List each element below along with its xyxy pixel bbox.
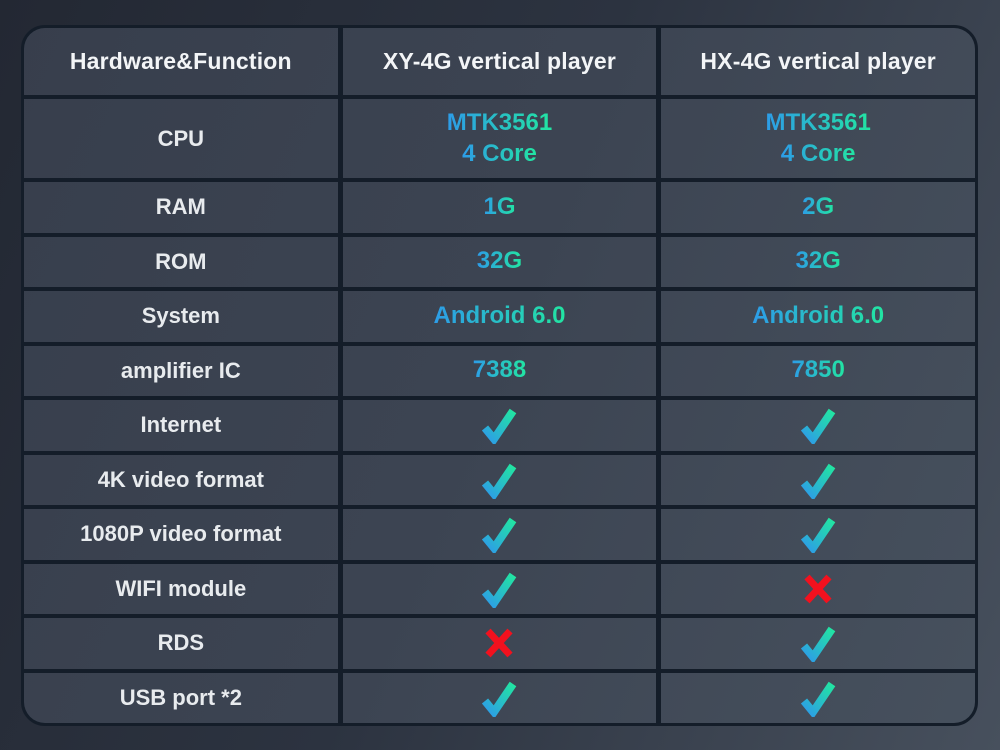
check-icon [482, 463, 517, 499]
spec-value: Android 6.0 [433, 301, 565, 332]
cell-1080p-video-format-col1 [342, 509, 657, 560]
cell-cpu-col2: MTK3561 4 Core [661, 99, 975, 178]
cell-wifi-module-col2 [661, 563, 975, 614]
check-icon [801, 409, 836, 445]
row-label-rds: RDS [24, 618, 338, 669]
row-label-system: System [24, 291, 338, 342]
spec-value: 2G [802, 192, 834, 223]
check-icon [801, 463, 836, 499]
cell-rds-col2 [661, 618, 975, 669]
spec-value: 7388 [473, 355, 526, 386]
row-label-amplifier-ic: amplifier IC [24, 345, 338, 396]
cell-wifi-module-col1 [342, 563, 657, 614]
spec-value: Android 6.0 [752, 301, 884, 332]
check-icon [801, 681, 836, 717]
cell-ram-col1: 1G [342, 182, 657, 233]
comparison-table: Hardware&Function XY-4G vertical player … [21, 25, 978, 726]
spec-value: 7850 [791, 355, 844, 386]
row-label-cpu: CPU [24, 99, 338, 178]
cell-usb-port-2-col1 [342, 672, 657, 723]
row-label-internet: Internet [24, 400, 338, 451]
cell-amplifier-ic-col1: 7388 [342, 345, 657, 396]
cross-icon [485, 628, 514, 658]
check-icon [801, 627, 836, 663]
cell-ram-col2: 2G [661, 182, 975, 233]
spec-value: 32G [477, 246, 522, 277]
column-header-hx-4g: HX-4G vertical player [661, 28, 975, 95]
row-label-4k-video-format: 4K video format [24, 454, 338, 505]
spec-value: 32G [795, 246, 840, 277]
cell-rds-col1 [342, 618, 657, 669]
cell-usb-port-2-col2 [661, 672, 975, 723]
row-label-usb-port-2: USB port *2 [24, 672, 338, 723]
cell-internet-col2 [661, 400, 975, 451]
check-icon [801, 518, 836, 554]
row-label-1080p-video-format: 1080P video format [24, 509, 338, 560]
cell-4k-video-format-col1 [342, 454, 657, 505]
cell-amplifier-ic-col2: 7850 [661, 345, 975, 396]
cell-internet-col1 [342, 400, 657, 451]
spec-value: MTK3561 [765, 108, 870, 139]
spec-value: 4 Core [462, 139, 537, 170]
row-label-wifi-module: WIFI module [24, 563, 338, 614]
cell-system-col1: Android 6.0 [342, 291, 657, 342]
cell-cpu-col1: MTK3561 4 Core [342, 99, 657, 178]
check-icon [482, 681, 517, 717]
check-icon [482, 518, 517, 554]
spec-value: 4 Core [781, 139, 856, 170]
row-label-ram: RAM [24, 182, 338, 233]
cell-1080p-video-format-col2 [661, 509, 975, 560]
cell-rom-col1: 32G [342, 236, 657, 287]
cross-icon [804, 574, 832, 604]
column-header-xy-4g: XY-4G vertical player [342, 28, 657, 95]
column-header-feature: Hardware&Function [24, 28, 338, 95]
spec-value: 1G [483, 192, 515, 223]
cell-4k-video-format-col2 [661, 454, 975, 505]
cell-system-col2: Android 6.0 [661, 291, 975, 342]
spec-value: MTK3561 [447, 108, 552, 139]
cell-rom-col2: 32G [661, 236, 975, 287]
row-label-rom: ROM [24, 236, 338, 287]
check-icon [482, 409, 517, 445]
check-icon [482, 572, 517, 608]
